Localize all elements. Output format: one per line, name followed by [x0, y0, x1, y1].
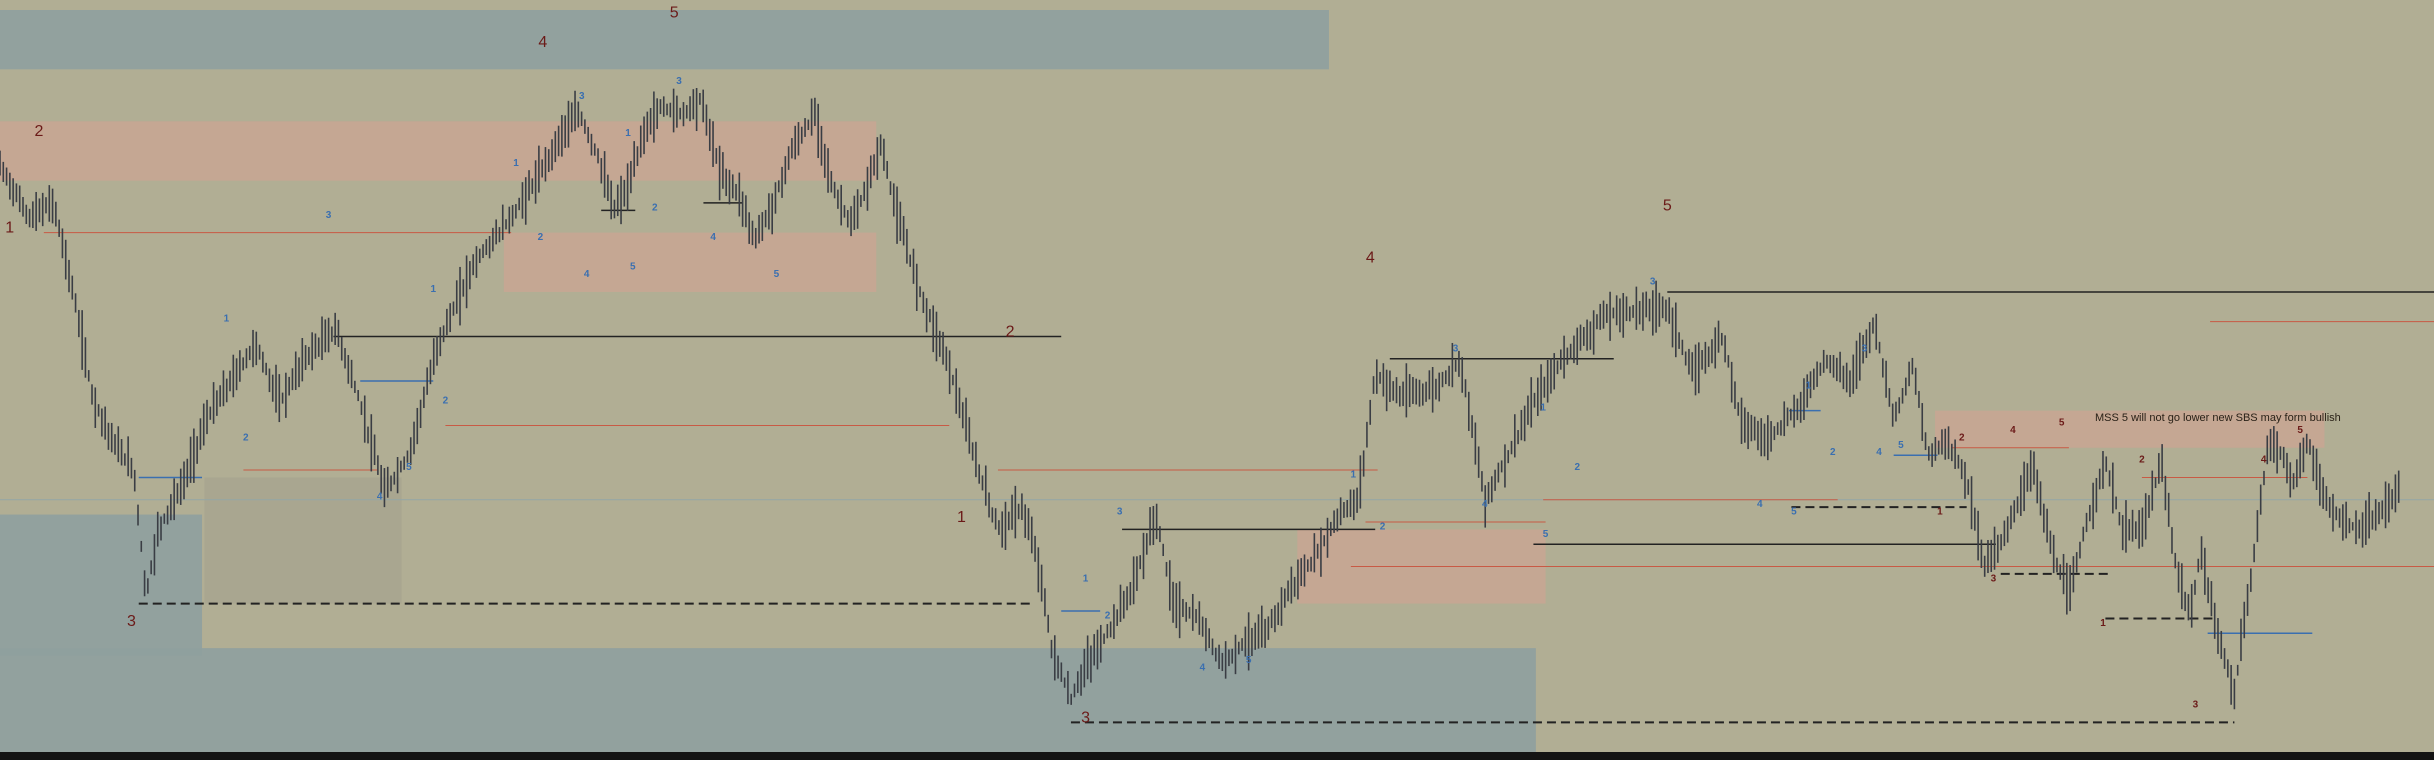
- wave-label-minor: 1: [1083, 573, 1089, 584]
- wave-label-major: 3: [1081, 709, 1090, 726]
- wave-label-minor: 5: [1543, 529, 1549, 540]
- wave-label-minor-red: 5: [2297, 425, 2303, 436]
- wave-label-minor: 2: [1830, 447, 1836, 458]
- wave-label-major: 3: [127, 613, 136, 630]
- wave-label-minor-red: 5: [2059, 418, 2065, 429]
- zone-pink[interactable]: [0, 121, 877, 181]
- time-axis-strip: [0, 752, 2434, 760]
- wave-label-minor: 4: [1757, 499, 1763, 510]
- wave-label-minor: 3: [326, 210, 332, 221]
- zone-pink[interactable]: [503, 232, 877, 292]
- wave-label-minor-red: 1: [2100, 618, 2106, 629]
- wave-label-minor: 4: [1200, 662, 1206, 673]
- wave-label-major: 4: [1366, 249, 1375, 266]
- wave-label-minor: 2: [1380, 521, 1386, 532]
- wave-label-minor: 2: [1574, 462, 1580, 473]
- wave-label-major: 5: [1663, 197, 1672, 214]
- zones-layer: [0, 10, 2325, 752]
- wave-label-minor: 4: [377, 492, 383, 503]
- wave-label-minor: 2: [1105, 610, 1111, 621]
- wave-label-minor: 5: [774, 269, 780, 280]
- annotation-note: MSS 5 will not go lower new SBS may form…: [2095, 412, 2341, 424]
- wave-label-major: 1: [5, 220, 14, 237]
- wave-label-major: 2: [1006, 323, 1015, 340]
- wave-label-minor: 1: [1540, 403, 1546, 414]
- zone-gray[interactable]: [204, 477, 402, 604]
- wave-label-minor-red: 2: [1959, 432, 1965, 443]
- wave-label-major: 2: [34, 123, 43, 140]
- levels-layer: [0, 202, 2434, 724]
- wave-label-minor: 3: [579, 91, 585, 102]
- wave-label-major: 4: [538, 34, 547, 51]
- wave-label-minor-red: 4: [2261, 455, 2267, 466]
- wave-label-minor: 1: [430, 284, 436, 295]
- wave-label-minor: 2: [443, 395, 449, 406]
- wave-label-minor: 5: [1246, 655, 1252, 666]
- wave-label-minor: 3: [1453, 343, 1459, 354]
- wave-label-minor: 1: [1351, 469, 1357, 480]
- wave-label-minor: 4: [584, 269, 590, 280]
- zone-pink[interactable]: [1935, 410, 2325, 448]
- wave-label-minor: 1: [224, 314, 230, 325]
- wave-label-minor: 5: [406, 462, 412, 473]
- wave-label-minor: 3: [1862, 343, 1868, 354]
- wave-label-minor: 2: [538, 232, 544, 243]
- wave-label-minor: 5: [1898, 440, 1904, 451]
- wave-label-minor: 3: [676, 76, 682, 87]
- wave-label-minor: 4: [1876, 447, 1882, 458]
- wave-label-major: 1: [957, 509, 966, 526]
- wave-labels-layer: 1 2 3 4 5 1 2 3 4 5 3 1 2 1 2 4 5 3 1 2 4 5 1 2 3 4 5 3 1 2 4 5 1 2 3 1 2 4 5 3…: [5, 4, 2303, 726]
- wave-label-minor: 1: [625, 128, 631, 139]
- wave-label-minor: 4: [1482, 499, 1488, 510]
- wave-label-minor-red: 3: [2193, 699, 2199, 710]
- wave-label-minor-red: 2: [2139, 455, 2145, 466]
- wave-label-minor: 2: [243, 432, 249, 443]
- wave-label-minor: 4: [710, 232, 716, 243]
- wave-label-minor: 3: [1117, 507, 1123, 518]
- wave-label-minor: 1: [513, 158, 519, 169]
- zone-blue[interactable]: [0, 648, 1536, 752]
- wave-label-minor: 3: [1650, 277, 1656, 288]
- zone-blue[interactable]: [0, 10, 1329, 70]
- wave-label-minor-red: 1: [1937, 507, 1943, 518]
- wave-label-minor: 5: [1791, 507, 1797, 518]
- wave-label-minor-red: 3: [1991, 573, 1997, 584]
- wave-label-minor: 5: [630, 262, 636, 273]
- wave-label-minor: 1: [1806, 380, 1812, 391]
- wave-label-minor: 2: [652, 202, 658, 213]
- wave-label-major: 5: [670, 4, 679, 21]
- wave-label-minor-red: 4: [2010, 425, 2016, 436]
- candles-layer: [0, 87, 2400, 710]
- zone-blue[interactable]: [0, 514, 203, 656]
